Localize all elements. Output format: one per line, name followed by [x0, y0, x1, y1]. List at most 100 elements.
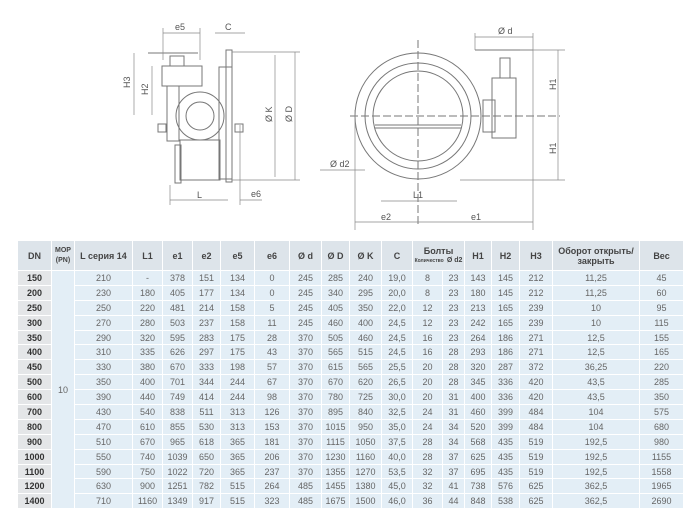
cell-e6: 5 — [254, 299, 290, 316]
cell-e1: 1349 — [162, 493, 193, 510]
cell-h3: 212 — [519, 284, 554, 301]
cell-dn: 700 — [17, 404, 52, 420]
header-od: Ø d — [289, 240, 322, 271]
cell-h1: 345 — [464, 374, 493, 391]
cell-dn: 150 — [17, 270, 52, 286]
cell-e5: 244 — [220, 389, 255, 406]
cell-oK: 350 — [349, 299, 382, 316]
cell-bolts-d2: 23 — [441, 270, 466, 286]
cell-l: 630 — [74, 478, 133, 495]
cell-e5: 158 — [220, 299, 255, 316]
dim-label-od2: Ø d2 — [330, 159, 350, 169]
cell-c: 45,0 — [381, 478, 413, 495]
cell-turns: 36,25 — [552, 359, 641, 376]
cell-l1: 540 — [132, 404, 163, 420]
cell-bolts-count: 28 — [412, 433, 443, 450]
cell-weight: 220 — [639, 359, 685, 376]
cell-oD: 405 — [321, 299, 350, 316]
cell-h1: 242 — [464, 314, 493, 331]
cell-bolts-count: 24 — [412, 418, 443, 435]
cell-e5: 198 — [220, 359, 255, 376]
cell-c: 35,0 — [381, 418, 413, 435]
table-row: 250 250 220 481 214 158 5 245 405 350 22,0 12 23 213 1… — [17, 299, 685, 316]
header-l: L серия 14 — [74, 240, 133, 271]
cell-oD: 1015 — [321, 418, 350, 435]
cell-l1: 670 — [132, 433, 163, 450]
header-bolts-title: Болты — [423, 245, 454, 256]
cell-e5: 158 — [220, 314, 255, 331]
dim-label-e1: e1 — [471, 212, 481, 222]
cell-e1: 965 — [162, 433, 193, 450]
cell-e5: 515 — [220, 493, 255, 510]
cell-e1: 481 — [162, 299, 193, 316]
cell-weight: 115 — [639, 314, 685, 331]
cell-e6: 28 — [254, 329, 290, 346]
cell-oD: 285 — [321, 270, 350, 286]
cell-l1: 335 — [132, 344, 163, 361]
cell-oD: 1115 — [321, 433, 350, 450]
cell-l: 430 — [74, 404, 133, 420]
cell-e1: 595 — [162, 329, 193, 346]
cell-h3: 372 — [519, 359, 554, 376]
cell-h1: 568 — [464, 433, 493, 450]
dim-label-od-small: Ø d — [498, 26, 513, 36]
cell-weight: 60 — [639, 284, 685, 301]
cell-dn: 400 — [17, 344, 52, 361]
cell-h2: 399 — [491, 418, 521, 435]
cell-dn: 1100 — [17, 463, 52, 480]
cell-l1: 380 — [132, 359, 163, 376]
cell-l1: 180 — [132, 284, 163, 301]
cell-e2: 511 — [192, 404, 221, 420]
cell-bolts-d2: 31 — [441, 389, 466, 406]
cell-turns: 43,5 — [552, 374, 641, 391]
cell-od: 370 — [289, 329, 322, 346]
cell-turns: 192,5 — [552, 433, 641, 450]
header-e5: e5 — [220, 240, 255, 271]
header-bolts-count: Количество — [414, 257, 444, 264]
cell-l: 390 — [74, 389, 133, 406]
cell-l1: - — [132, 270, 163, 286]
cell-l: 250 — [74, 299, 133, 316]
cell-bolts-count: 20 — [412, 359, 443, 376]
dim-label-l1: L1 — [413, 190, 423, 200]
dim-label-l: L — [197, 190, 202, 200]
cell-l: 550 — [74, 448, 133, 465]
cell-e1: 378 — [162, 270, 193, 286]
header-l1: L1 — [132, 240, 163, 271]
cell-l: 270 — [74, 314, 133, 331]
cell-oD: 670 — [321, 374, 350, 391]
cell-e6: 0 — [254, 284, 290, 301]
cell-od: 245 — [289, 270, 322, 286]
cell-l: 290 — [74, 329, 133, 346]
cell-e1: 1251 — [162, 478, 193, 495]
cell-e2: 530 — [192, 418, 221, 435]
dim-label-ok: Ø K — [264, 106, 274, 122]
cell-e2: 720 — [192, 463, 221, 480]
cell-l: 330 — [74, 359, 133, 376]
cell-h3: 239 — [519, 314, 554, 331]
header-h3: H3 — [519, 240, 554, 271]
cell-h2: 576 — [491, 478, 521, 495]
cell-weight: 1558 — [639, 463, 685, 480]
cell-dn: 800 — [17, 418, 52, 435]
cell-oK: 460 — [349, 329, 382, 346]
cell-h2: 399 — [491, 404, 521, 420]
table-row: 1100 590 750 1022 720 365 237 370 1355 1270 53,5 32… — [17, 463, 685, 480]
table-row: 1200 630 900 1251 782 515 264 485 1455 1380 45,0 32… — [17, 478, 685, 495]
cell-oD: 615 — [321, 359, 350, 376]
cell-e1: 1022 — [162, 463, 193, 480]
cell-bolts-d2: 41 — [441, 478, 466, 495]
cell-dn: 300 — [17, 314, 52, 331]
cell-l1: 440 — [132, 389, 163, 406]
cell-l1: 750 — [132, 463, 163, 480]
cell-h1: 460 — [464, 404, 493, 420]
cell-h1: 738 — [464, 478, 493, 495]
cell-h3: 212 — [519, 270, 554, 286]
header-bolts: Болты Количество Ø d2 — [411, 240, 466, 271]
cell-dn: 500 — [17, 374, 52, 391]
cell-oK: 1270 — [349, 463, 382, 480]
cell-l: 210 — [74, 270, 133, 286]
cell-dn: 1200 — [17, 478, 52, 495]
cell-h3: 484 — [519, 404, 554, 420]
cell-turns: 10 — [552, 314, 641, 331]
